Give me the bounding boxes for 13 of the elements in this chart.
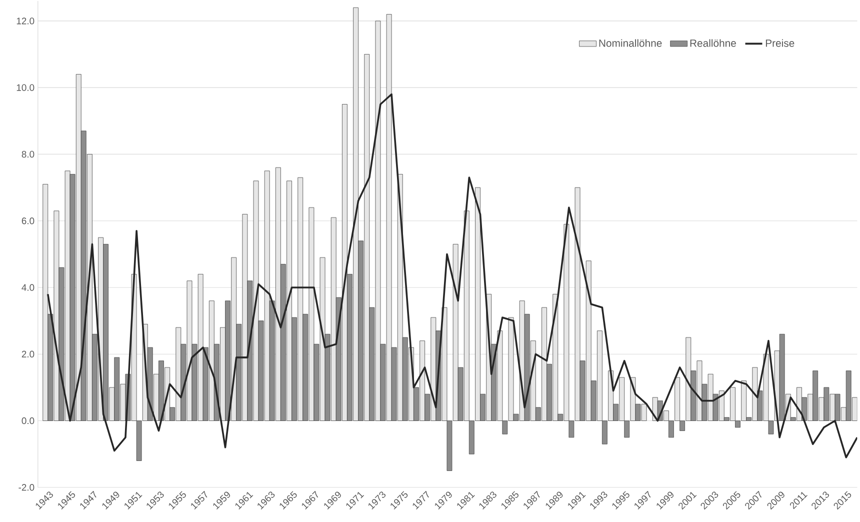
legend-label: Reallöhne (690, 39, 736, 47)
bar (597, 330, 602, 421)
y-tick-label: 10.0 (16, 84, 34, 91)
y-tick-label: 0.0 (22, 417, 34, 424)
y-tick-label: 2.0 (22, 350, 34, 358)
legend-label: Nominallöhne (599, 39, 662, 47)
y-tick-label: 4.0 (22, 284, 34, 291)
y-tick-label: 8.0 (22, 150, 34, 158)
legend-label: Preise (766, 39, 794, 47)
y-tick-label: 6.0 (22, 217, 34, 224)
y-tick-label: -2.0 (18, 484, 34, 491)
y-tick-label: 12.0 (16, 18, 34, 24)
bar (42, 184, 48, 421)
